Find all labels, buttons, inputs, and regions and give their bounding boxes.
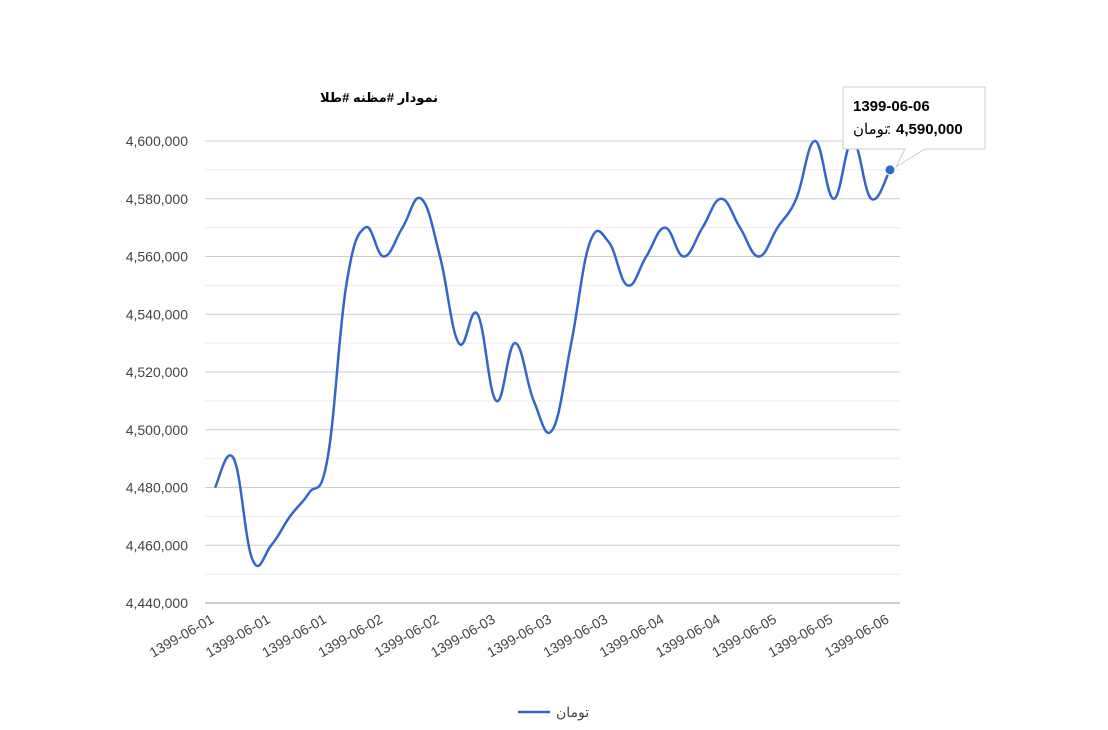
y-tick-label: 4,520,000 — [126, 364, 188, 380]
tooltip-value: 4,590,000 — [896, 121, 963, 138]
y-tick-label: 4,480,000 — [126, 480, 188, 496]
y-tick-label: 4,540,000 — [126, 306, 188, 322]
y-tick-label: 4,500,000 — [126, 422, 188, 438]
data-line — [213, 139, 892, 568]
legend-label: تومان — [556, 704, 589, 721]
y-tick-label: 4,600,000 — [126, 133, 188, 149]
tooltip-separator: : — [887, 121, 891, 138]
y-tick-label: 4,440,000 — [126, 595, 188, 611]
x-tick-label: 1399-06-06 — [821, 611, 891, 661]
tooltip-series: تومان — [853, 121, 889, 138]
y-tick-label: 4,580,000 — [126, 191, 188, 207]
y-tick-label: 4,460,000 — [126, 537, 188, 553]
chart-title: نمودار #مظنه #طلا — [320, 90, 438, 105]
tooltip-title: 1399-06-06 — [853, 98, 930, 115]
y-tick-label: 4,560,000 — [126, 249, 188, 265]
highlight-point — [884, 164, 896, 176]
tooltip-box — [842, 86, 986, 169]
